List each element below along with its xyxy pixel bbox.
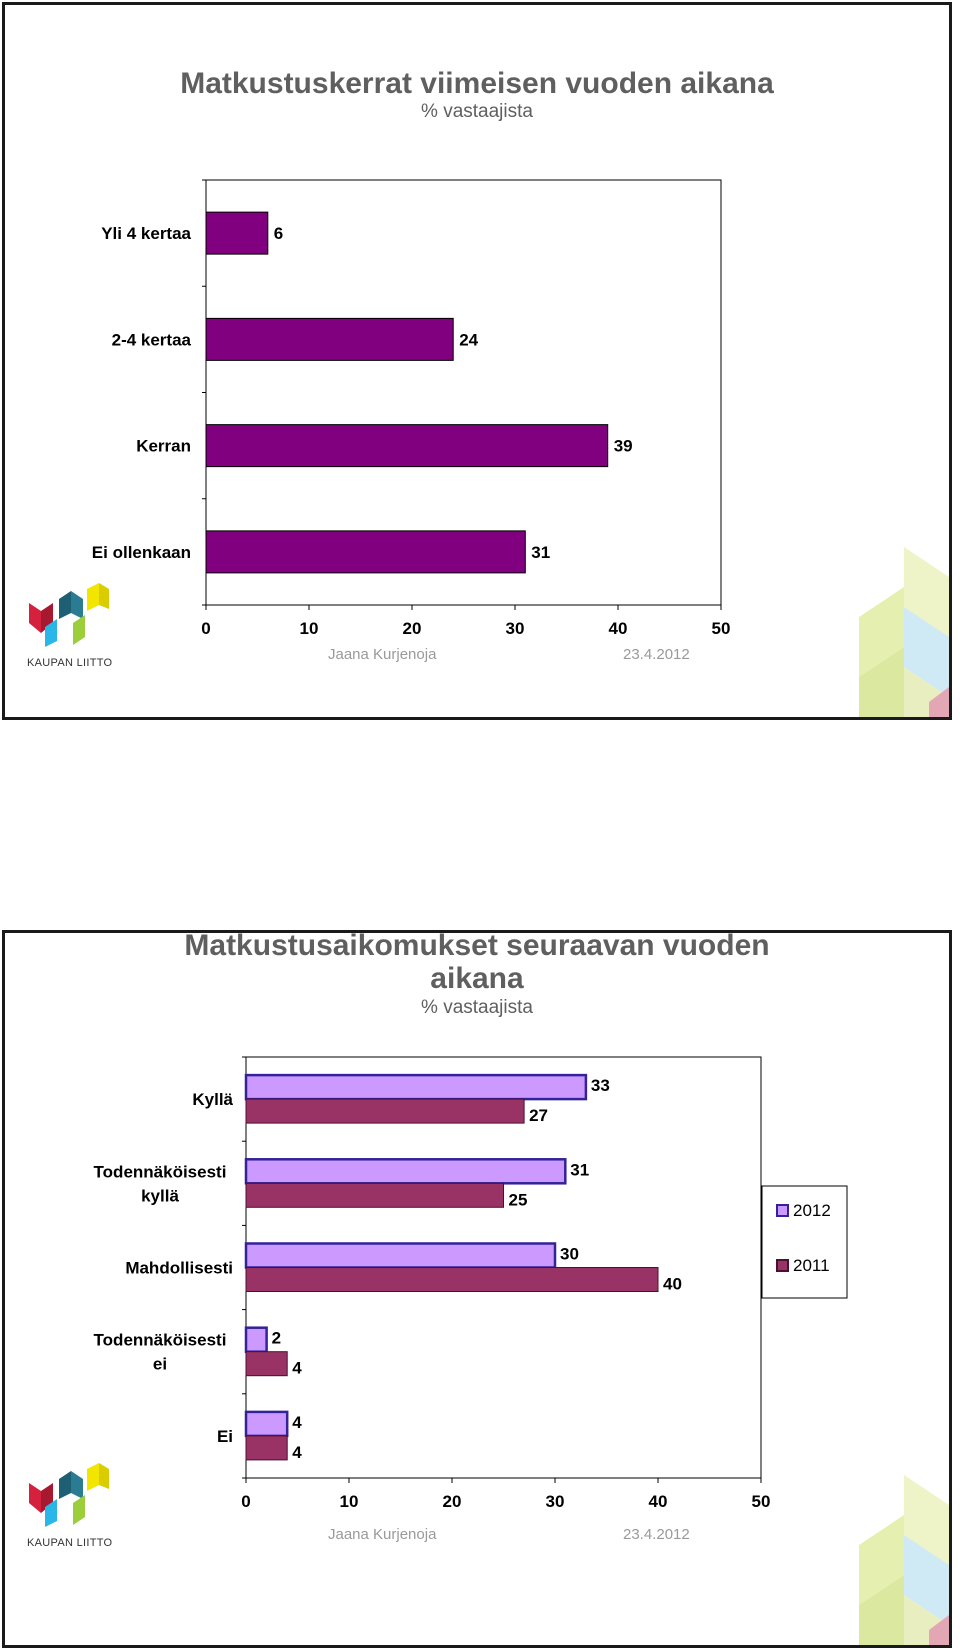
bar — [205, 317, 454, 361]
category-label: Kerran — [136, 437, 191, 456]
slide-travel-intentions: Matkustusaikomukset seuraavan vuoden aik… — [2, 930, 952, 1648]
category-label: Kyllä — [192, 1090, 233, 1109]
data-label-2012: 4 — [292, 1413, 302, 1432]
category-label: Ei — [217, 1427, 233, 1446]
footer-date: 23.4.2012 — [623, 1526, 690, 1543]
bar — [205, 530, 526, 574]
chart-subtitle: % vastaajista — [421, 101, 533, 122]
legend-swatch-2012 — [776, 1204, 789, 1217]
category-label: kyllä — [141, 1186, 179, 1205]
data-label-2012: 33 — [591, 1076, 610, 1095]
logo-mark — [29, 583, 109, 647]
data-label-2012: 31 — [570, 1160, 589, 1179]
data-label-2011: 25 — [509, 1190, 528, 1209]
travel-intentions-chart: Kyllä 33 27 Todennäköisesti kyllä 31 25 Mahdoll… — [94, 1056, 848, 1511]
legend-label-2011: 2011 — [793, 1256, 830, 1275]
chart-title-line-2: aikana — [430, 962, 524, 995]
slide-travel-frequency: Matkustuskerrat viimeisen vuoden aikana … — [2, 2, 952, 720]
data-label: 31 — [531, 543, 550, 562]
bar-2011 — [245, 1182, 504, 1208]
footer-date: 23.4.2012 — [623, 646, 690, 663]
x-tick-label: 10 — [300, 619, 319, 638]
x-tick-label: 10 — [340, 1492, 359, 1511]
data-label: 24 — [459, 330, 478, 349]
x-tick-label: 30 — [506, 619, 525, 638]
data-label-2012: 30 — [560, 1245, 579, 1264]
legend-label-2012: 2012 — [793, 1201, 831, 1220]
data-label-2011: 4 — [292, 1359, 302, 1378]
data-label-2012: 2 — [272, 1329, 281, 1348]
data-label-2011: 40 — [663, 1275, 682, 1294]
data-label-2011: 4 — [292, 1443, 302, 1462]
chart-subtitle: % vastaajista — [421, 997, 533, 1018]
bar-2011 — [245, 1267, 659, 1292]
x-tick-label: 30 — [546, 1492, 565, 1511]
logo-mark — [29, 1463, 109, 1527]
category-label: Mahdollisesti — [125, 1259, 233, 1278]
footer-author: Jaana Kurjenoja — [328, 1526, 437, 1543]
x-tick-label: 50 — [752, 1492, 771, 1511]
x-tick-label: 40 — [649, 1492, 668, 1511]
logo-text: KAUPAN LIITTO — [27, 657, 113, 669]
bar-2011 — [245, 1098, 525, 1124]
x-tick-label: 0 — [241, 1492, 250, 1511]
footer-author: Jaana Kurjenoja — [328, 646, 437, 663]
bar-2012 — [244, 1073, 588, 1101]
bar-2012 — [244, 1410, 289, 1438]
data-label: 6 — [274, 224, 283, 243]
chart-title-line-1: Matkustusaikomukset seuraavan vuoden — [184, 930, 770, 962]
kaupan-liitto-logo: KAUPAN LIITTO — [27, 1463, 113, 1553]
data-label-2011: 27 — [529, 1106, 548, 1125]
x-tick-label: 20 — [403, 619, 422, 638]
chart-title: Matkustuskerrat viimeisen vuoden aikana — [180, 67, 774, 100]
decorative-corner-graphic — [859, 547, 949, 717]
category-label: ei — [153, 1355, 167, 1374]
bar — [205, 211, 269, 255]
decorative-corner-graphic — [859, 1475, 949, 1645]
x-tick-label: 50 — [712, 619, 731, 638]
logo-text: KAUPAN LIITTO — [27, 1537, 113, 1549]
category-label: Yli 4 kertaa — [101, 224, 191, 243]
bar — [205, 424, 609, 468]
category-label: Ei ollenkaan — [92, 543, 191, 562]
x-tick-label: 40 — [609, 619, 628, 638]
bar-2011 — [245, 1351, 288, 1377]
bar-2011 — [245, 1435, 288, 1461]
category-label: 2-4 kertaa — [112, 330, 192, 349]
x-tick-label: 0 — [201, 619, 210, 638]
bar-2012 — [244, 1158, 567, 1185]
category-label: Todennäköisesti — [94, 1331, 227, 1350]
kaupan-liitto-logo: KAUPAN LIITTO — [27, 583, 113, 673]
bar-2012 — [244, 1242, 557, 1269]
data-label: 39 — [614, 437, 633, 456]
x-tick-label: 20 — [443, 1492, 462, 1511]
legend-swatch-2011 — [776, 1259, 789, 1272]
travel-frequency-chart: Yli 4 kertaa 6 2-4 kertaa 24 Kerran 39 Ei olle… — [92, 179, 731, 638]
bar-2012 — [244, 1326, 268, 1353]
category-label: Todennäköisesti — [94, 1162, 227, 1181]
